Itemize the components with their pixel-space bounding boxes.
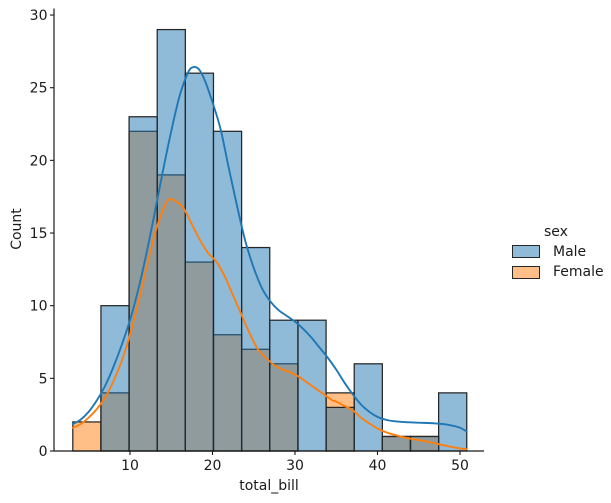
legend-swatch-female-icon: [512, 265, 540, 279]
x-tick-label: 20: [204, 458, 222, 474]
legend-entry-female: Female: [512, 264, 608, 281]
bar-male-bin14: [437, 392, 468, 452]
legend-title: sex: [544, 224, 568, 240]
x-tick-label: 40: [369, 458, 387, 474]
kde-line-female: [71, 198, 468, 451]
y-tick-label: 0: [39, 444, 48, 460]
bar-male-bin6: [212, 130, 243, 452]
legend-entry-male: Male: [512, 243, 608, 260]
legend-swatch-male-icon: [512, 245, 540, 258]
bar-male-bin4: [156, 28, 186, 452]
bar-male-bin7: [240, 246, 271, 452]
bar-male-bin8: [269, 319, 299, 452]
bar-male-bin11: [353, 363, 383, 452]
legend: sex Male Female: [512, 224, 608, 284]
x-tick-label: 30: [286, 458, 304, 474]
y-tick-label: 10: [30, 299, 48, 315]
bar-male-bin10: [325, 406, 355, 452]
kde-line-male: [71, 66, 468, 433]
y-tick-label: 25: [30, 81, 48, 97]
y-tick-label: 20: [30, 153, 48, 169]
legend-label-male: Male: [553, 243, 587, 260]
x-tick-label: 10: [121, 458, 139, 474]
y-axis-label: Count: [9, 208, 25, 250]
y-tick-label: 15: [30, 226, 48, 242]
legend-label-female: Female: [553, 264, 604, 280]
x-tick-label: 50: [451, 458, 469, 474]
bar-male-bin5: [184, 72, 215, 452]
x-axis-label: total_bill: [239, 478, 299, 494]
y-tick-label: 5: [39, 371, 48, 387]
y-tick-label: 30: [30, 8, 48, 24]
